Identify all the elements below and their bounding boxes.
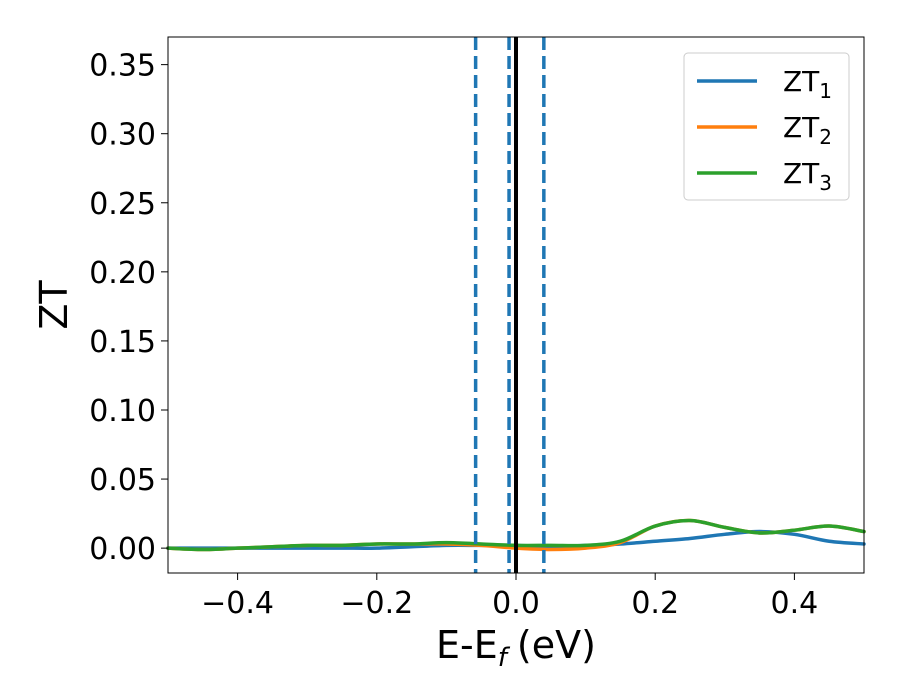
y-tick-label: 0.05 bbox=[89, 463, 156, 498]
y-tick-label: 0.25 bbox=[89, 187, 156, 222]
reference-lines bbox=[473, 37, 546, 573]
y-axis-title: ZT bbox=[32, 280, 76, 330]
y-axis-ticks: 0.00 0.05 0.10 0.15 0.20 0.25 0.30 0.35 bbox=[89, 49, 168, 567]
y-tick-label: 0.20 bbox=[89, 256, 156, 291]
x-axis-title-unit: (eV) bbox=[517, 623, 596, 667]
x-axis-title-main: E-E bbox=[436, 623, 498, 667]
y-tick-label: 0.00 bbox=[89, 532, 156, 567]
y-tick-label: 0.10 bbox=[89, 394, 156, 429]
y-tick-label: 0.35 bbox=[89, 49, 156, 84]
x-tick-label: −0.4 bbox=[201, 586, 274, 621]
legend-entries: ZT1 ZT2 ZT3 bbox=[697, 65, 832, 195]
x-axis-title: E-Ef (eV) bbox=[436, 623, 596, 673]
legend-label-zt1: ZT1 bbox=[783, 65, 832, 103]
x-axis-ticks: −0.4 −0.2 0.0 0.2 0.4 bbox=[201, 573, 818, 621]
x-tick-label: 0.2 bbox=[631, 586, 679, 621]
legend: ZT1 ZT2 ZT3 bbox=[683, 52, 850, 201]
legend-label-zt3: ZT3 bbox=[783, 157, 832, 195]
legend-label-zt2: ZT2 bbox=[783, 111, 832, 149]
x-tick-label: 0.0 bbox=[492, 586, 540, 621]
x-tick-label: −0.2 bbox=[340, 586, 413, 621]
x-tick-label: 0.4 bbox=[771, 586, 819, 621]
x-axis-title-subscript: f bbox=[498, 643, 511, 673]
y-tick-label: 0.30 bbox=[89, 118, 156, 153]
legend-box bbox=[683, 52, 850, 201]
y-tick-label: 0.15 bbox=[89, 325, 156, 360]
